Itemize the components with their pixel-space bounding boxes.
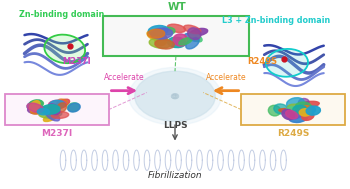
- Ellipse shape: [44, 35, 85, 63]
- Ellipse shape: [297, 107, 310, 113]
- Ellipse shape: [282, 109, 295, 120]
- Ellipse shape: [148, 29, 165, 38]
- Ellipse shape: [299, 98, 309, 106]
- Ellipse shape: [37, 109, 50, 115]
- Ellipse shape: [48, 100, 66, 109]
- Ellipse shape: [299, 109, 311, 116]
- Ellipse shape: [300, 101, 319, 107]
- Ellipse shape: [288, 104, 301, 111]
- Ellipse shape: [135, 71, 215, 121]
- Ellipse shape: [39, 112, 59, 118]
- Text: Accelerate: Accelerate: [104, 73, 145, 82]
- Ellipse shape: [50, 100, 64, 108]
- Bar: [241, 94, 345, 125]
- Ellipse shape: [298, 106, 312, 114]
- Ellipse shape: [184, 25, 201, 34]
- Ellipse shape: [57, 99, 68, 106]
- Text: L3 + Zn-binding domain: L3 + Zn-binding domain: [223, 16, 331, 25]
- Ellipse shape: [301, 105, 314, 114]
- Ellipse shape: [29, 100, 43, 108]
- Ellipse shape: [147, 31, 159, 40]
- Ellipse shape: [179, 38, 192, 45]
- Ellipse shape: [306, 106, 321, 115]
- Ellipse shape: [287, 98, 304, 109]
- Ellipse shape: [148, 26, 168, 36]
- Bar: [103, 15, 248, 56]
- Ellipse shape: [173, 34, 188, 46]
- Ellipse shape: [266, 49, 308, 77]
- Text: R249S: R249S: [247, 57, 277, 66]
- Ellipse shape: [129, 67, 221, 125]
- Text: LLPS: LLPS: [163, 121, 187, 130]
- Ellipse shape: [167, 24, 186, 33]
- Text: Fibrillization: Fibrillization: [148, 171, 202, 180]
- Ellipse shape: [150, 28, 173, 39]
- Ellipse shape: [27, 103, 43, 112]
- Text: Zn-binding domain: Zn-binding domain: [19, 10, 105, 19]
- Text: Accelerate: Accelerate: [205, 73, 246, 82]
- Ellipse shape: [47, 104, 60, 115]
- Ellipse shape: [29, 101, 40, 111]
- Ellipse shape: [30, 109, 41, 114]
- Ellipse shape: [293, 105, 307, 113]
- Ellipse shape: [52, 111, 62, 116]
- Ellipse shape: [268, 105, 281, 116]
- Ellipse shape: [38, 107, 54, 114]
- Ellipse shape: [285, 107, 295, 114]
- Ellipse shape: [185, 33, 200, 41]
- Ellipse shape: [68, 103, 79, 112]
- Text: WT: WT: [167, 2, 186, 12]
- Ellipse shape: [186, 38, 199, 49]
- Ellipse shape: [68, 103, 80, 112]
- Ellipse shape: [28, 105, 45, 114]
- Bar: [5, 94, 108, 125]
- Ellipse shape: [155, 40, 174, 49]
- Ellipse shape: [286, 110, 298, 119]
- Ellipse shape: [168, 37, 186, 48]
- Ellipse shape: [279, 109, 300, 114]
- Ellipse shape: [155, 34, 167, 46]
- Ellipse shape: [296, 102, 311, 110]
- Ellipse shape: [291, 110, 304, 119]
- Text: R249S: R249S: [277, 129, 309, 138]
- Ellipse shape: [298, 105, 316, 114]
- Ellipse shape: [46, 111, 60, 121]
- Ellipse shape: [295, 109, 312, 116]
- Ellipse shape: [51, 112, 69, 118]
- Ellipse shape: [41, 105, 60, 114]
- Text: M237I: M237I: [41, 129, 73, 138]
- Ellipse shape: [149, 38, 172, 48]
- Ellipse shape: [190, 28, 208, 36]
- Ellipse shape: [302, 112, 314, 120]
- Text: M237I: M237I: [62, 57, 91, 66]
- Ellipse shape: [43, 113, 59, 122]
- Ellipse shape: [57, 103, 66, 112]
- Ellipse shape: [188, 28, 201, 40]
- Ellipse shape: [274, 104, 288, 114]
- Ellipse shape: [288, 112, 308, 122]
- Ellipse shape: [160, 27, 175, 35]
- Ellipse shape: [189, 33, 202, 42]
- Ellipse shape: [27, 100, 43, 110]
- Ellipse shape: [55, 99, 70, 108]
